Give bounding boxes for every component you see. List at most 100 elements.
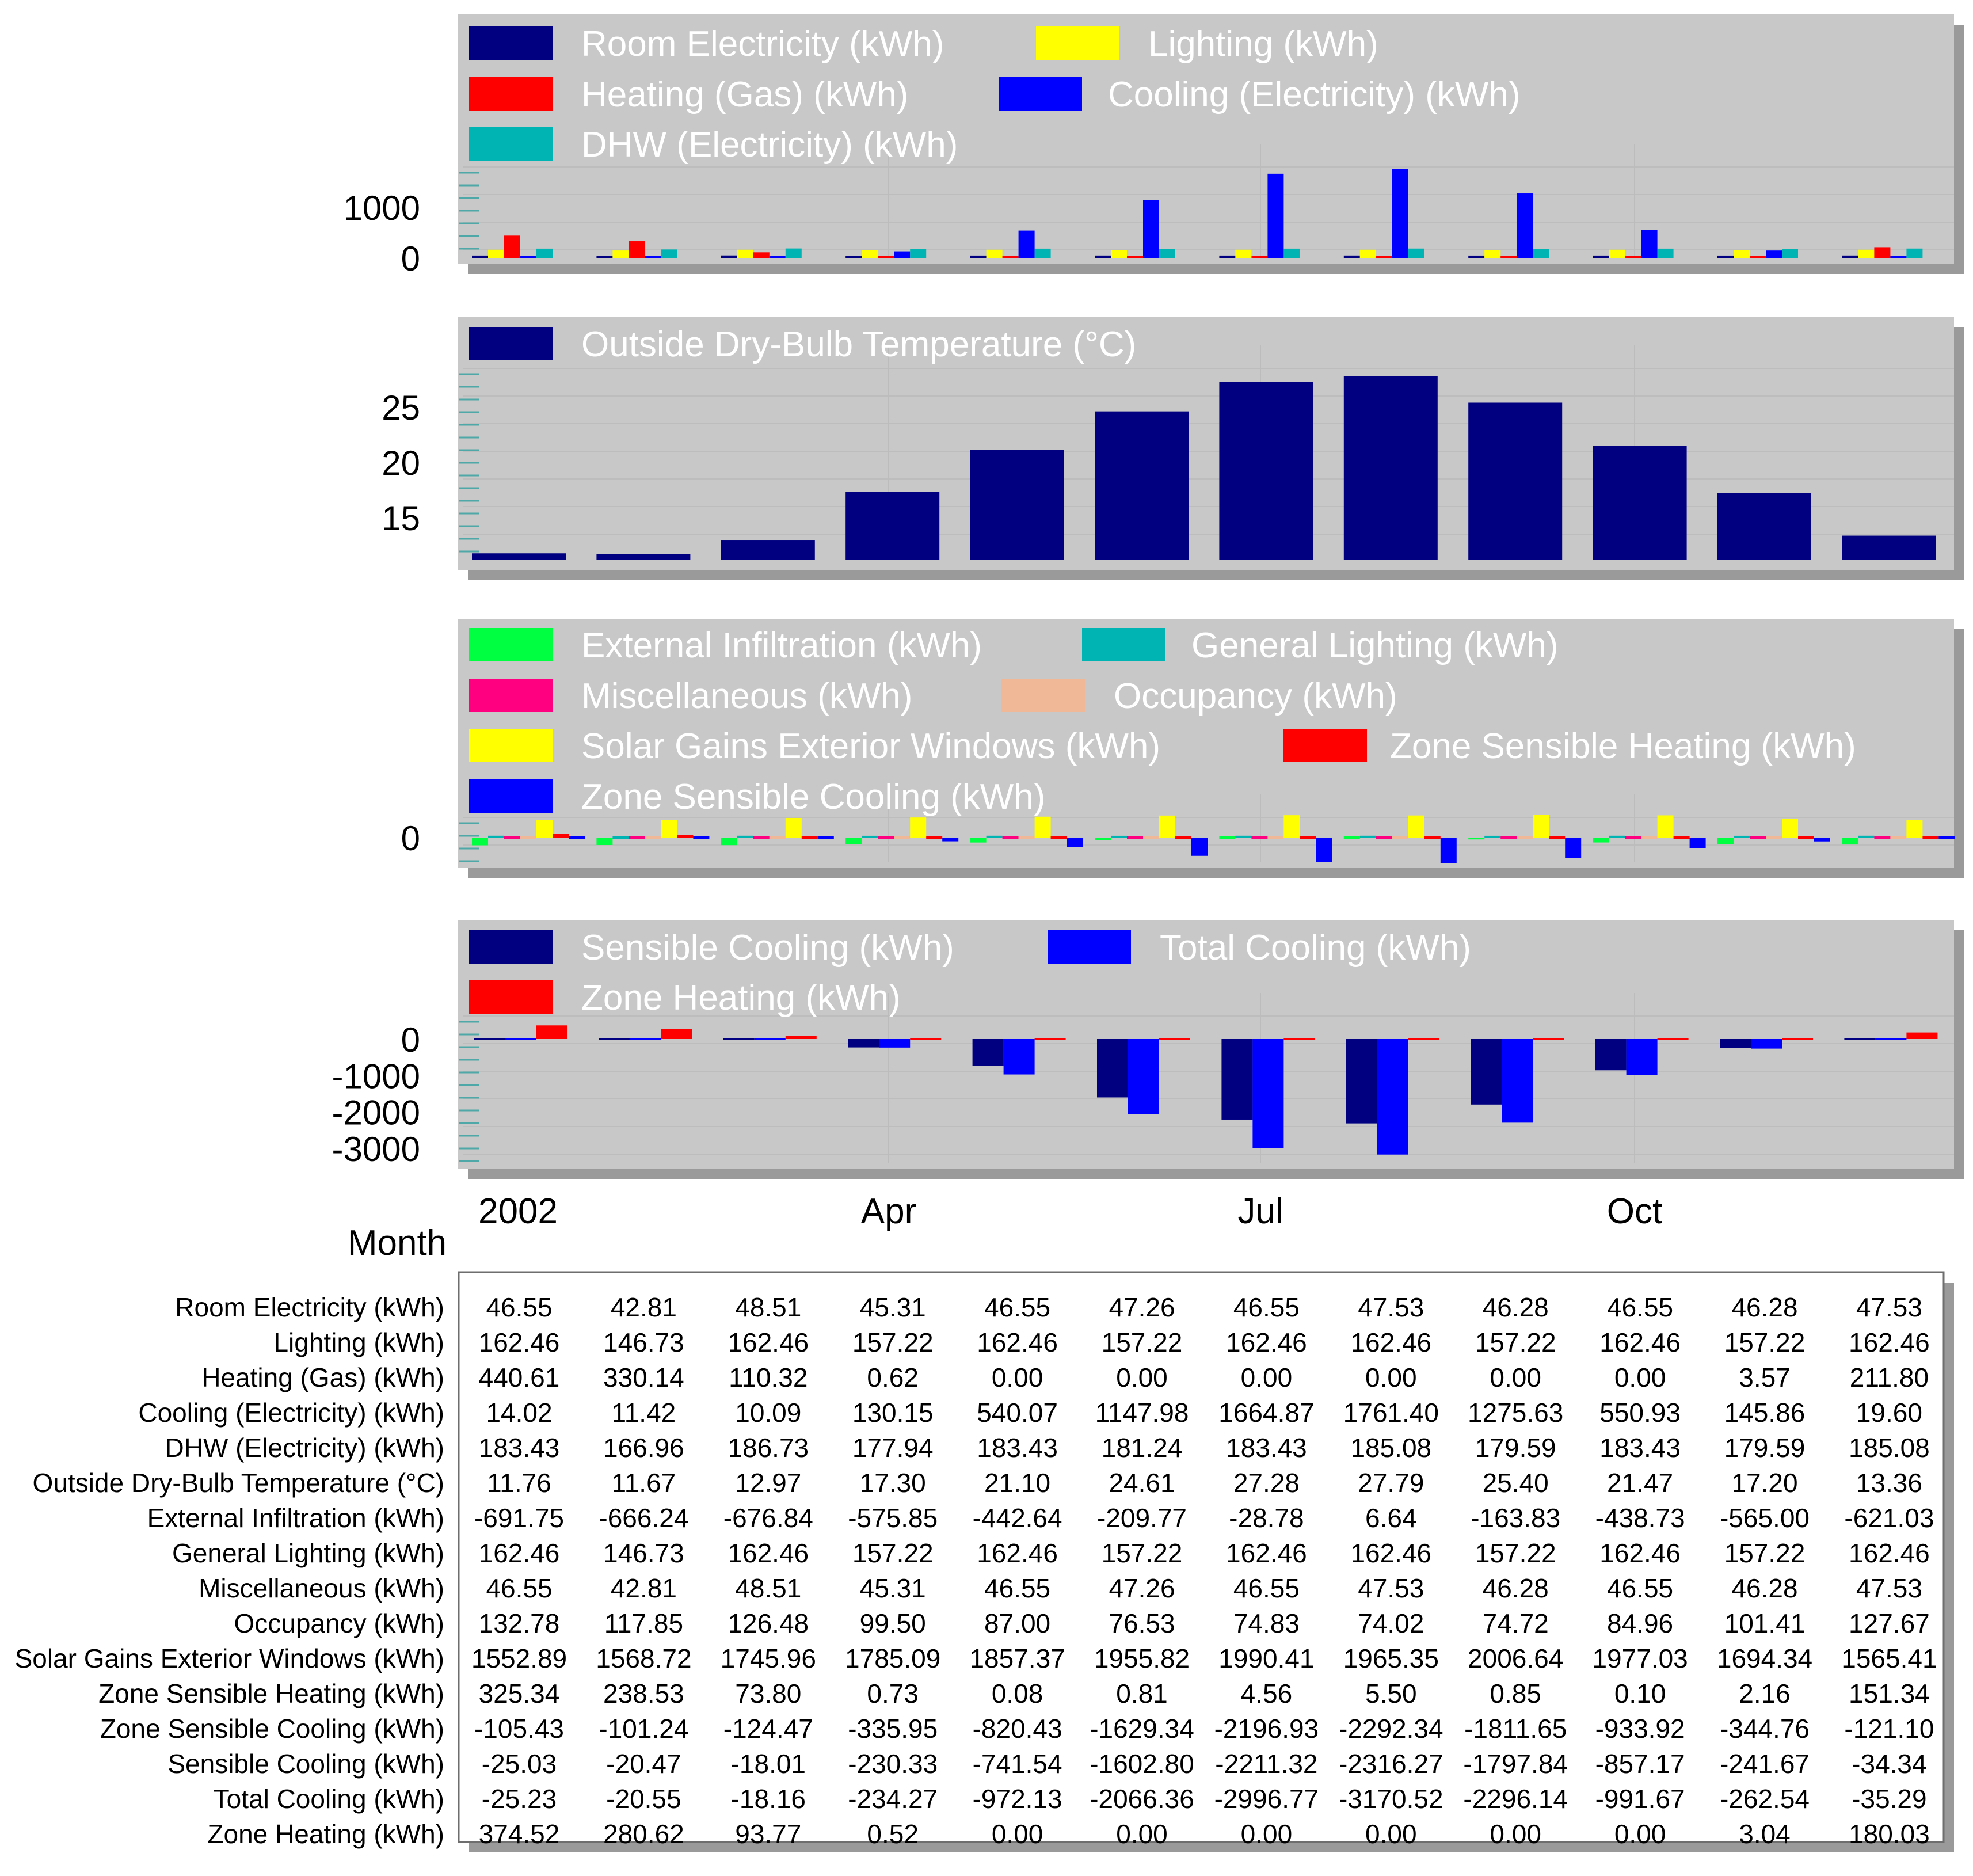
table-cell: 183.43 bbox=[977, 1433, 1058, 1463]
table-cell: 1147.98 bbox=[1095, 1398, 1189, 1428]
bar-dhw-electricity-kwh-4 bbox=[910, 249, 927, 258]
bar-sensible-cooling-kwh-11 bbox=[1720, 1039, 1751, 1048]
table-cell: 540.07 bbox=[977, 1398, 1058, 1428]
table-cell: -34.34 bbox=[1852, 1749, 1926, 1779]
bar-total-cooling-kwh-9 bbox=[1502, 1039, 1533, 1123]
table-cell: 1745.96 bbox=[721, 1643, 816, 1673]
legend-label-total-cooling-kwh: Total Cooling (kWh) bbox=[1160, 928, 1471, 968]
bar-sensible-cooling-kwh-4 bbox=[848, 1039, 879, 1048]
legend-label-occupancy-kwh: Occupancy (kWh) bbox=[1114, 676, 1397, 716]
legend-label-general-lighting-kwh: General Lighting (kWh) bbox=[1191, 626, 1559, 665]
table-row-label: Cooling (Electricity) (kWh) bbox=[138, 1398, 444, 1428]
table-cell: -666.24 bbox=[599, 1503, 688, 1533]
bar-dhw-electricity-kwh-3 bbox=[785, 248, 802, 258]
table-cell: 1664.87 bbox=[1218, 1398, 1314, 1428]
table-cell: -262.54 bbox=[1720, 1784, 1810, 1814]
table-cell: 46.55 bbox=[486, 1292, 552, 1322]
bar-occupancy-kwh-11 bbox=[1766, 836, 1782, 839]
bar-heating-gas-kwh-11 bbox=[1750, 256, 1766, 258]
table-cell: 101.41 bbox=[1724, 1608, 1806, 1638]
bar-lighting-kwh-11 bbox=[1734, 250, 1750, 258]
bar-lighting-kwh-4 bbox=[862, 250, 878, 258]
bar-zone-sensible-cooling-kwh-10 bbox=[1689, 838, 1706, 848]
bar-sensible-cooling-kwh-1 bbox=[474, 1038, 505, 1040]
bar-room-electricity-kwh-12 bbox=[1842, 255, 1858, 258]
bar-zone-heating-kwh-3 bbox=[785, 1036, 817, 1039]
bar-solar-gains-exterior-windows-kwh-4 bbox=[910, 817, 927, 838]
table-cell: 3.04 bbox=[1739, 1819, 1791, 1849]
bar-dhw-electricity-kwh-12 bbox=[1906, 248, 1923, 258]
bar-zone-sensible-cooling-kwh-6 bbox=[1191, 838, 1208, 856]
x-tick-label: Apr bbox=[861, 1192, 916, 1231]
table-cell: 27.28 bbox=[1233, 1468, 1300, 1498]
table-cell: 21.47 bbox=[1607, 1468, 1673, 1498]
bar-room-electricity-kwh-4 bbox=[845, 256, 862, 258]
table-row-label: Zone Heating (kWh) bbox=[207, 1819, 444, 1849]
bar-outside-dry-bulb-temperature-c-8 bbox=[1343, 376, 1438, 560]
bar-lighting-kwh-12 bbox=[1858, 249, 1875, 258]
bar-cooling-electricity-kwh-5 bbox=[1018, 230, 1035, 258]
table-cell: 1568.72 bbox=[596, 1643, 691, 1673]
table-cell: 440.61 bbox=[479, 1363, 560, 1392]
table-row-label: Zone Sensible Heating (kWh) bbox=[98, 1679, 444, 1708]
bar-cooling-electricity-kwh-9 bbox=[1517, 193, 1533, 258]
table-cell: 179.59 bbox=[1724, 1433, 1806, 1463]
table-cell: 110.32 bbox=[729, 1363, 808, 1392]
bar-room-electricity-kwh-11 bbox=[1717, 255, 1734, 258]
bar-outside-dry-bulb-temperature-c-7 bbox=[1219, 382, 1313, 560]
bar-sensible-cooling-kwh-2 bbox=[599, 1038, 630, 1040]
bar-solar-gains-exterior-windows-kwh-7 bbox=[1283, 815, 1300, 838]
table-row-label: Total Cooling (kWh) bbox=[214, 1784, 444, 1814]
table-cell: 157.22 bbox=[852, 1538, 934, 1568]
bar-dhw-electricity-kwh-9 bbox=[1533, 249, 1549, 258]
table-cell: 181.24 bbox=[1102, 1433, 1183, 1463]
bar-miscellaneous-kwh-5 bbox=[1002, 836, 1019, 839]
bar-cooling-electricity-kwh-10 bbox=[1641, 230, 1658, 258]
bar-total-cooling-kwh-12 bbox=[1875, 1038, 1907, 1040]
temperature-chart: Outside Dry-Bulb Temperature (°C) 15 20 25 bbox=[382, 317, 1964, 580]
bar-zone-sensible-heating-kwh-9 bbox=[1549, 836, 1566, 839]
table-cell: 183.43 bbox=[1226, 1433, 1307, 1463]
bar-solar-gains-exterior-windows-kwh-8 bbox=[1408, 815, 1424, 838]
table-cell: 145.86 bbox=[1724, 1398, 1806, 1428]
table-cell: 45.31 bbox=[860, 1292, 926, 1322]
table-cell: -438.73 bbox=[1595, 1503, 1685, 1533]
bar-heating-gas-kwh-2 bbox=[629, 241, 645, 258]
legend-swatch-sensible-cooling-kwh bbox=[469, 930, 553, 964]
bar-general-lighting-kwh-5 bbox=[986, 835, 1003, 838]
table-cell: 162.46 bbox=[479, 1327, 560, 1357]
legend-label-external-infiltration-kwh: External Infiltration (kWh) bbox=[581, 626, 982, 665]
bar-sensible-cooling-kwh-5 bbox=[972, 1039, 1004, 1066]
bar-room-electricity-kwh-2 bbox=[596, 256, 613, 258]
y-tick-label: -2000 bbox=[332, 1094, 420, 1132]
bar-cooling-electricity-kwh-6 bbox=[1143, 200, 1159, 258]
bar-solar-gains-exterior-windows-kwh-1 bbox=[536, 820, 553, 838]
bar-zone-sensible-cooling-kwh-12 bbox=[1938, 836, 1955, 839]
bar-zone-sensible-cooling-kwh-1 bbox=[569, 836, 585, 839]
bar-external-infiltration-kwh-8 bbox=[1343, 836, 1360, 839]
legend-swatch-miscellaneous-kwh bbox=[469, 679, 553, 712]
bar-total-cooling-kwh-6 bbox=[1128, 1039, 1159, 1114]
table-cell: 162.46 bbox=[1849, 1327, 1930, 1357]
table-cell: 14.02 bbox=[486, 1398, 552, 1428]
bar-zone-sensible-cooling-kwh-9 bbox=[1565, 838, 1582, 858]
table-row-label: Solar Gains Exterior Windows (kWh) bbox=[15, 1643, 444, 1673]
table-cell: 46.55 bbox=[486, 1573, 552, 1603]
bar-lighting-kwh-8 bbox=[1359, 249, 1376, 258]
table-cell: 47.53 bbox=[1856, 1573, 1922, 1603]
bar-total-cooling-kwh-10 bbox=[1626, 1039, 1658, 1075]
table-cell: 0.10 bbox=[1614, 1679, 1666, 1708]
table-cell: 238.53 bbox=[603, 1679, 684, 1708]
table-cell: 162.46 bbox=[1226, 1327, 1307, 1357]
bar-total-cooling-kwh-5 bbox=[1003, 1039, 1035, 1075]
table-cell: 0.00 bbox=[1490, 1819, 1541, 1849]
table-cell: 0.00 bbox=[1614, 1363, 1666, 1392]
table-cell: 157.22 bbox=[852, 1327, 934, 1357]
table-cell: 186.73 bbox=[728, 1433, 809, 1463]
table-cell: -335.95 bbox=[848, 1714, 938, 1744]
table-cell: 46.55 bbox=[984, 1573, 1050, 1603]
table-cell: 1761.40 bbox=[1343, 1398, 1439, 1428]
y-tick-label: 25 bbox=[382, 389, 420, 427]
bar-miscellaneous-kwh-4 bbox=[878, 836, 894, 839]
table-cell: 0.00 bbox=[1490, 1363, 1541, 1392]
